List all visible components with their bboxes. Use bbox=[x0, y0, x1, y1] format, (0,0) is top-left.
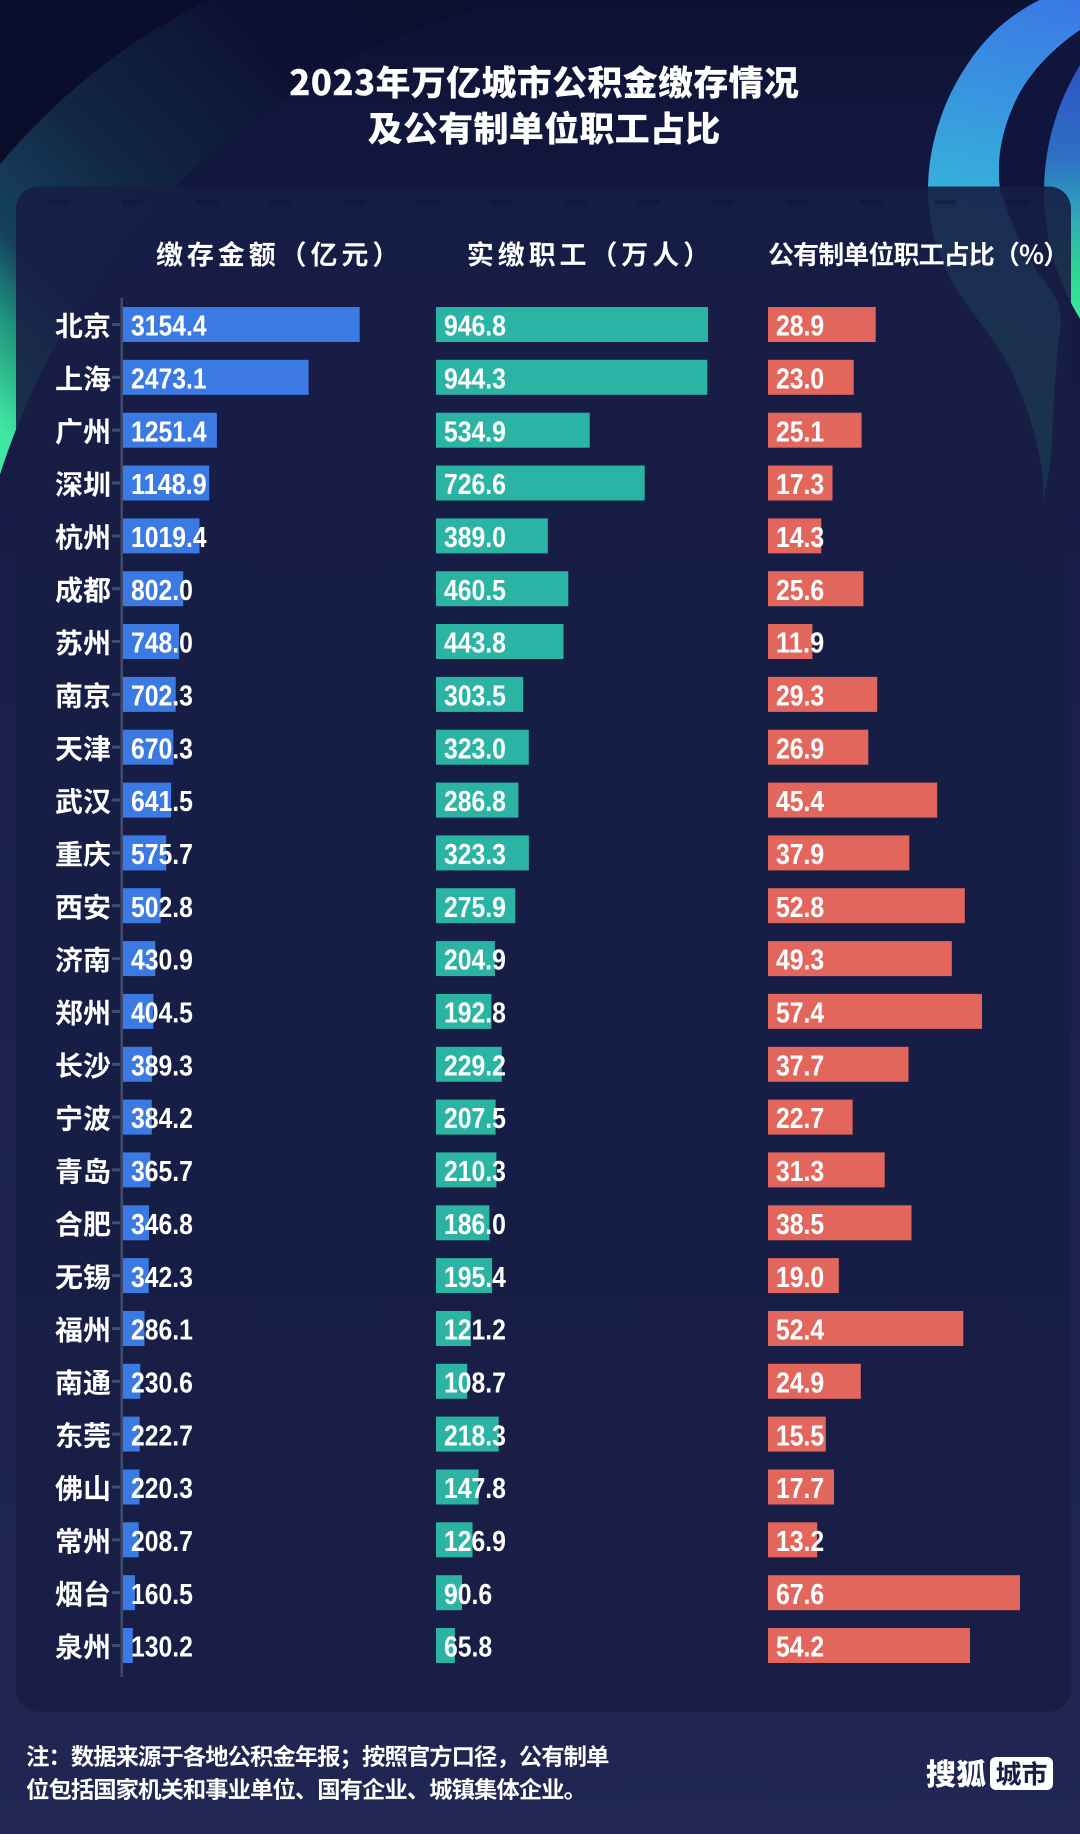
svg-text:748.0: 748.0 bbox=[131, 628, 193, 660]
svg-text:229.2: 229.2 bbox=[444, 1050, 506, 1082]
svg-text:37.9: 37.9 bbox=[776, 839, 824, 871]
svg-text:17.3: 17.3 bbox=[776, 469, 824, 501]
svg-text:29.3: 29.3 bbox=[776, 681, 824, 713]
svg-text:65.8: 65.8 bbox=[444, 1632, 492, 1664]
svg-text:25.6: 25.6 bbox=[776, 575, 824, 607]
svg-text:286.1: 286.1 bbox=[131, 1315, 193, 1347]
svg-text:1019.4: 1019.4 bbox=[131, 522, 207, 554]
svg-text:13.2: 13.2 bbox=[776, 1526, 824, 1558]
svg-text:126.9: 126.9 bbox=[444, 1526, 506, 1558]
svg-text:38.5: 38.5 bbox=[776, 1209, 824, 1241]
svg-text:207.5: 207.5 bbox=[444, 1103, 506, 1135]
svg-text:90.6: 90.6 bbox=[444, 1579, 492, 1611]
svg-text:52.4: 52.4 bbox=[776, 1315, 824, 1347]
svg-text:944.3: 944.3 bbox=[444, 364, 506, 396]
svg-text:222.7: 222.7 bbox=[131, 1420, 193, 1452]
svg-text:11.9: 11.9 bbox=[776, 628, 824, 660]
svg-text:384.2: 384.2 bbox=[131, 1103, 193, 1135]
svg-text:946.8: 946.8 bbox=[444, 311, 506, 343]
svg-text:45.4: 45.4 bbox=[776, 786, 824, 818]
svg-text:2473.1: 2473.1 bbox=[131, 364, 207, 396]
svg-text:192.8: 192.8 bbox=[444, 998, 506, 1030]
svg-text:1251.4: 1251.4 bbox=[131, 416, 207, 448]
svg-text:670.3: 670.3 bbox=[131, 733, 193, 765]
svg-text:443.8: 443.8 bbox=[444, 628, 506, 660]
svg-text:275.9: 275.9 bbox=[444, 892, 506, 924]
svg-text:404.5: 404.5 bbox=[131, 998, 193, 1030]
svg-text:130.2: 130.2 bbox=[131, 1632, 193, 1664]
svg-text:389.0: 389.0 bbox=[444, 522, 506, 554]
svg-text:346.8: 346.8 bbox=[131, 1209, 193, 1241]
svg-text:220.3: 220.3 bbox=[131, 1473, 193, 1505]
svg-text:802.0: 802.0 bbox=[131, 575, 193, 607]
svg-text:286.8: 286.8 bbox=[444, 786, 506, 818]
svg-text:195.4: 195.4 bbox=[444, 1262, 506, 1294]
svg-text:210.3: 210.3 bbox=[444, 1156, 506, 1188]
svg-text:534.9: 534.9 bbox=[444, 416, 506, 448]
svg-text:342.3: 342.3 bbox=[131, 1262, 193, 1294]
svg-text:19.0: 19.0 bbox=[776, 1262, 824, 1294]
svg-text:303.5: 303.5 bbox=[444, 681, 506, 713]
svg-text:31.3: 31.3 bbox=[776, 1156, 824, 1188]
svg-text:26.9: 26.9 bbox=[776, 733, 824, 765]
svg-text:323.3: 323.3 bbox=[444, 839, 506, 871]
svg-text:57.4: 57.4 bbox=[776, 998, 824, 1030]
svg-text:25.1: 25.1 bbox=[776, 416, 824, 448]
svg-text:37.7: 37.7 bbox=[776, 1050, 824, 1082]
svg-text:22.7: 22.7 bbox=[776, 1103, 824, 1135]
svg-text:108.7: 108.7 bbox=[444, 1368, 506, 1400]
svg-text:230.6: 230.6 bbox=[131, 1368, 193, 1400]
svg-text:726.6: 726.6 bbox=[444, 469, 506, 501]
svg-text:14.3: 14.3 bbox=[776, 522, 824, 554]
svg-text:23.0: 23.0 bbox=[776, 364, 824, 396]
svg-text:641.5: 641.5 bbox=[131, 786, 193, 818]
svg-text:323.0: 323.0 bbox=[444, 733, 506, 765]
svg-text:575.7: 575.7 bbox=[131, 839, 193, 871]
svg-text:365.7: 365.7 bbox=[131, 1156, 193, 1188]
svg-text:208.7: 208.7 bbox=[131, 1526, 193, 1558]
svg-text:121.2: 121.2 bbox=[444, 1315, 506, 1347]
svg-text:460.5: 460.5 bbox=[444, 575, 506, 607]
svg-text:28.9: 28.9 bbox=[776, 311, 824, 343]
svg-text:17.7: 17.7 bbox=[776, 1473, 824, 1505]
svg-text:54.2: 54.2 bbox=[776, 1632, 824, 1664]
svg-text:147.8: 147.8 bbox=[444, 1473, 506, 1505]
svg-text:67.6: 67.6 bbox=[776, 1579, 824, 1611]
svg-text:389.3: 389.3 bbox=[131, 1050, 193, 1082]
svg-text:186.0: 186.0 bbox=[444, 1209, 506, 1241]
svg-text:3154.4: 3154.4 bbox=[131, 311, 207, 343]
svg-text:15.5: 15.5 bbox=[776, 1420, 824, 1452]
svg-text:430.9: 430.9 bbox=[131, 945, 193, 977]
svg-text:1148.9: 1148.9 bbox=[131, 469, 207, 501]
svg-text:204.9: 204.9 bbox=[444, 945, 506, 977]
svg-text:218.3: 218.3 bbox=[444, 1420, 506, 1452]
svg-text:160.5: 160.5 bbox=[131, 1579, 193, 1611]
svg-text:52.8: 52.8 bbox=[776, 892, 824, 924]
svg-text:702.3: 702.3 bbox=[131, 681, 193, 713]
svg-text:49.3: 49.3 bbox=[776, 945, 824, 977]
svg-text:24.9: 24.9 bbox=[776, 1368, 824, 1400]
svg-text:502.8: 502.8 bbox=[131, 892, 193, 924]
